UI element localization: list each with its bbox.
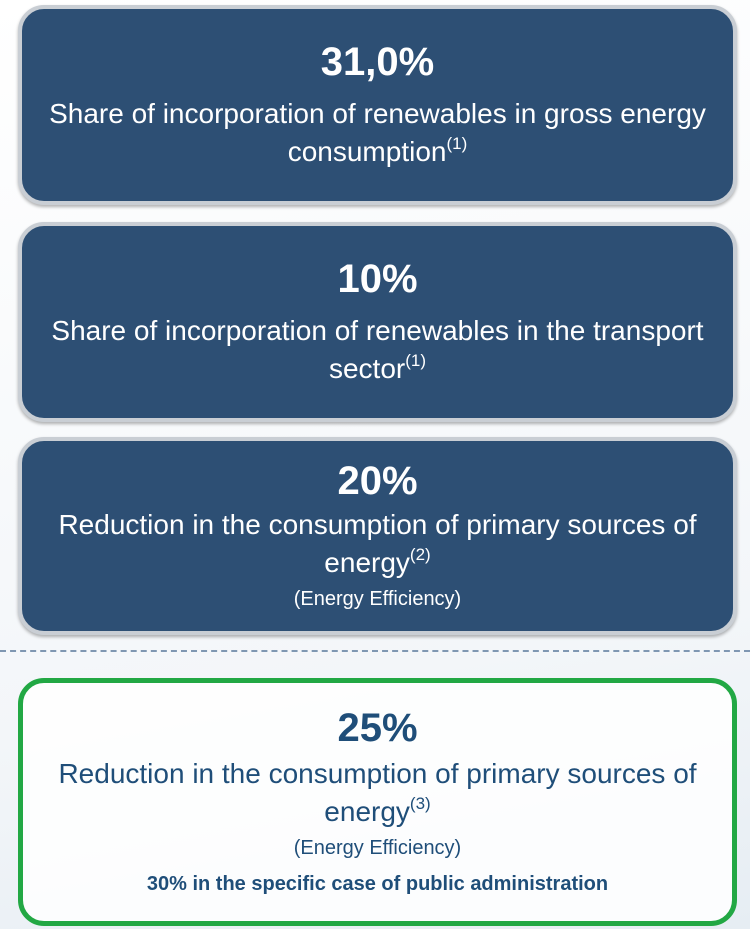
card-subnote: (Energy Efficiency) xyxy=(293,836,462,859)
card-value: 10% xyxy=(337,256,418,301)
card-description: Reduction in the consumption of primary … xyxy=(23,755,732,831)
card-value: 31,0% xyxy=(320,39,435,84)
target-card: 25% Reduction in the consumption of prim… xyxy=(18,678,737,926)
card-description: Share of incorporation of renewables in … xyxy=(22,95,733,171)
card-value: 25% xyxy=(337,705,418,750)
description-text: Share of incorporation of renewables in … xyxy=(49,97,706,167)
card-value: 20% xyxy=(337,458,418,503)
target-card: 20% Reduction in the consumption of prim… xyxy=(18,437,737,635)
note-ref: (2) xyxy=(409,544,431,564)
description-text: Reduction in the consumption of primary … xyxy=(58,757,697,827)
card-description: Share of incorporation of renewables in … xyxy=(22,312,733,388)
target-card: 31,0% Share of incorporation of renewabl… xyxy=(18,5,737,205)
description-text: Share of incorporation of renewables in … xyxy=(51,314,704,384)
note-ref: (1) xyxy=(405,350,427,370)
note-ref: (3) xyxy=(409,793,431,813)
target-card: 10% Share of incorporation of renewables… xyxy=(18,222,737,422)
card-subnote: (Energy Efficiency) xyxy=(293,587,462,610)
note-ref: (1) xyxy=(446,133,468,153)
card-description: Reduction in the consumption of primary … xyxy=(22,506,733,582)
separator xyxy=(0,650,750,652)
card-extra: 30% in the specific case of public admin… xyxy=(146,872,609,895)
description-text: Reduction in the consumption of primary … xyxy=(58,508,697,578)
